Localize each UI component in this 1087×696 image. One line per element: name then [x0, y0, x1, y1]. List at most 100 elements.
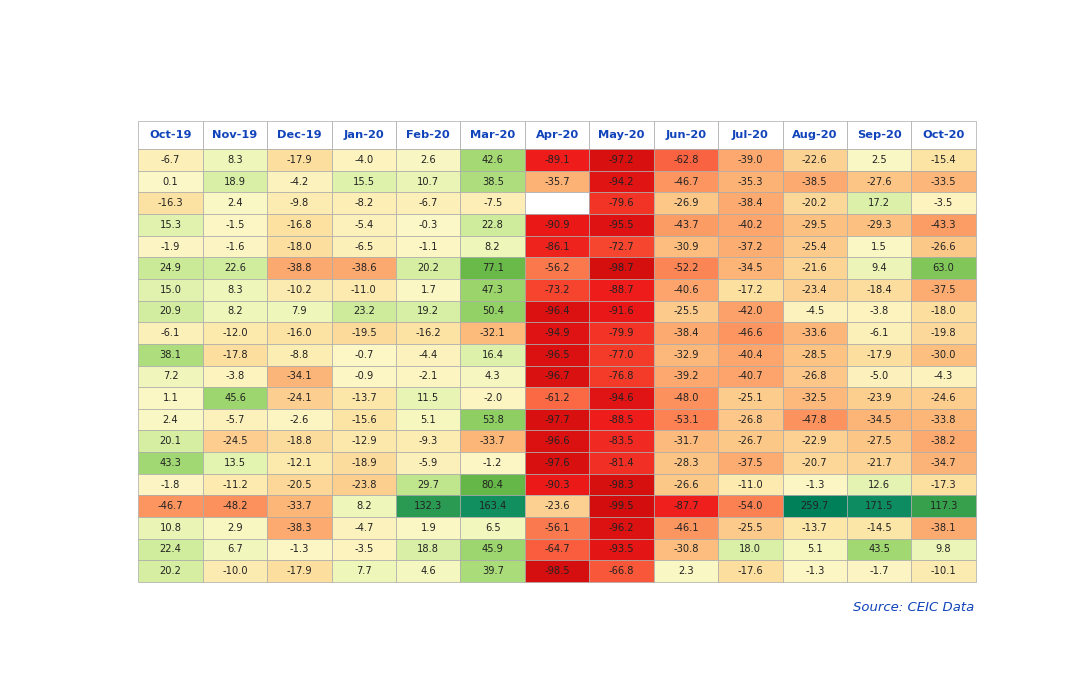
- Bar: [589, 258, 653, 279]
- Text: -26.8: -26.8: [802, 372, 827, 381]
- Text: 4.3: 4.3: [485, 372, 500, 381]
- Bar: [525, 452, 589, 474]
- Text: -53.1: -53.1: [673, 415, 699, 425]
- Text: Jul-20: Jul-20: [732, 130, 769, 140]
- Bar: [525, 560, 589, 582]
- Text: 1.5: 1.5: [872, 242, 887, 251]
- Bar: [911, 409, 976, 430]
- Bar: [911, 474, 976, 496]
- Bar: [783, 149, 847, 171]
- Text: -17.9: -17.9: [287, 155, 312, 165]
- Bar: [138, 452, 203, 474]
- Bar: [653, 171, 719, 192]
- Text: -4.5: -4.5: [805, 306, 824, 317]
- Text: -87.7: -87.7: [673, 501, 699, 511]
- Text: May-20: May-20: [598, 130, 645, 140]
- Text: -2.1: -2.1: [418, 372, 438, 381]
- Text: 22.6: 22.6: [224, 263, 246, 273]
- Bar: [203, 496, 267, 517]
- Bar: [653, 192, 719, 214]
- Text: -13.7: -13.7: [351, 393, 377, 403]
- Text: -47.8: -47.8: [802, 415, 827, 425]
- Bar: [396, 171, 461, 192]
- Bar: [332, 496, 396, 517]
- Bar: [396, 430, 461, 452]
- Text: -33.7: -33.7: [287, 501, 312, 511]
- Bar: [589, 121, 653, 149]
- Text: Jan-20: Jan-20: [343, 130, 384, 140]
- Bar: [589, 452, 653, 474]
- Bar: [525, 539, 589, 560]
- Text: -89.1: -89.1: [545, 155, 570, 165]
- Bar: [267, 301, 332, 322]
- Text: -94.2: -94.2: [609, 177, 634, 187]
- Text: 45.9: 45.9: [482, 544, 503, 555]
- Text: -10.1: -10.1: [930, 566, 957, 576]
- Text: 5.1: 5.1: [807, 544, 823, 555]
- Bar: [138, 539, 203, 560]
- Bar: [911, 192, 976, 214]
- Text: -23.8: -23.8: [351, 480, 376, 489]
- Text: -0.9: -0.9: [354, 372, 374, 381]
- Text: -18.8: -18.8: [287, 436, 312, 446]
- Text: -31.7: -31.7: [673, 436, 699, 446]
- Bar: [203, 430, 267, 452]
- Text: -21.7: -21.7: [866, 458, 892, 468]
- Text: 7.9: 7.9: [291, 306, 308, 317]
- Bar: [847, 149, 911, 171]
- Text: -61.2: -61.2: [545, 393, 570, 403]
- Bar: [461, 517, 525, 539]
- Bar: [847, 236, 911, 258]
- Bar: [783, 539, 847, 560]
- Text: -5.7: -5.7: [225, 415, 245, 425]
- Text: -35.7: -35.7: [545, 177, 570, 187]
- Bar: [267, 258, 332, 279]
- Bar: [138, 474, 203, 496]
- Text: 8.3: 8.3: [227, 285, 242, 295]
- Bar: [847, 279, 911, 301]
- Bar: [396, 121, 461, 149]
- Text: -18.9: -18.9: [351, 458, 377, 468]
- Text: 42.6: 42.6: [482, 155, 503, 165]
- Text: -0.3: -0.3: [418, 220, 438, 230]
- Bar: [461, 560, 525, 582]
- Bar: [525, 409, 589, 430]
- Bar: [138, 149, 203, 171]
- Bar: [332, 301, 396, 322]
- Bar: [783, 452, 847, 474]
- Text: 0.1: 0.1: [163, 177, 178, 187]
- Bar: [332, 258, 396, 279]
- Text: -79.9: -79.9: [609, 328, 634, 338]
- Text: -76.8: -76.8: [609, 372, 634, 381]
- Text: -2.0: -2.0: [483, 393, 502, 403]
- Text: 45.6: 45.6: [224, 393, 246, 403]
- Text: -88.5: -88.5: [609, 415, 634, 425]
- Text: 18.8: 18.8: [417, 544, 439, 555]
- Text: -32.1: -32.1: [479, 328, 505, 338]
- Bar: [589, 192, 653, 214]
- Text: -38.3: -38.3: [287, 523, 312, 533]
- Text: -39.2: -39.2: [673, 372, 699, 381]
- Text: -94.9: -94.9: [545, 328, 570, 338]
- Text: -95.5: -95.5: [609, 220, 634, 230]
- Text: -46.1: -46.1: [673, 523, 699, 533]
- Bar: [653, 322, 719, 344]
- Text: 1.7: 1.7: [421, 285, 436, 295]
- Bar: [525, 214, 589, 236]
- Bar: [589, 344, 653, 365]
- Bar: [719, 496, 783, 517]
- Bar: [332, 279, 396, 301]
- Text: -37.5: -37.5: [738, 458, 763, 468]
- Bar: [653, 430, 719, 452]
- Text: -56.2: -56.2: [545, 263, 570, 273]
- Text: -99.5: -99.5: [609, 501, 634, 511]
- Bar: [589, 560, 653, 582]
- Text: 7.7: 7.7: [357, 566, 372, 576]
- Bar: [332, 236, 396, 258]
- Text: 43.5: 43.5: [869, 544, 890, 555]
- Bar: [847, 430, 911, 452]
- Text: -38.4: -38.4: [738, 198, 763, 208]
- Bar: [203, 192, 267, 214]
- Text: -6.7: -6.7: [161, 155, 180, 165]
- Text: -88.7: -88.7: [609, 285, 634, 295]
